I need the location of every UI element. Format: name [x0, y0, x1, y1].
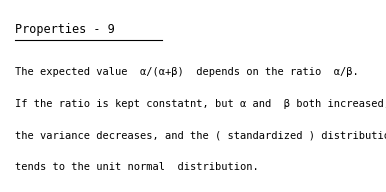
Text: tends to the unit normal  distribution.: tends to the unit normal distribution. [15, 162, 259, 172]
Text: Properties - 9: Properties - 9 [15, 23, 115, 36]
Text: If the ratio is kept constatnt, but α and  β both increased,: If the ratio is kept constatnt, but α an… [15, 99, 386, 109]
Text: the variance decreases, and the ( standardized ) distribution: the variance decreases, and the ( standa… [15, 131, 386, 141]
Text: The expected value  α/(α+β)  depends on the ratio  α/β.: The expected value α/(α+β) depends on th… [15, 67, 359, 77]
